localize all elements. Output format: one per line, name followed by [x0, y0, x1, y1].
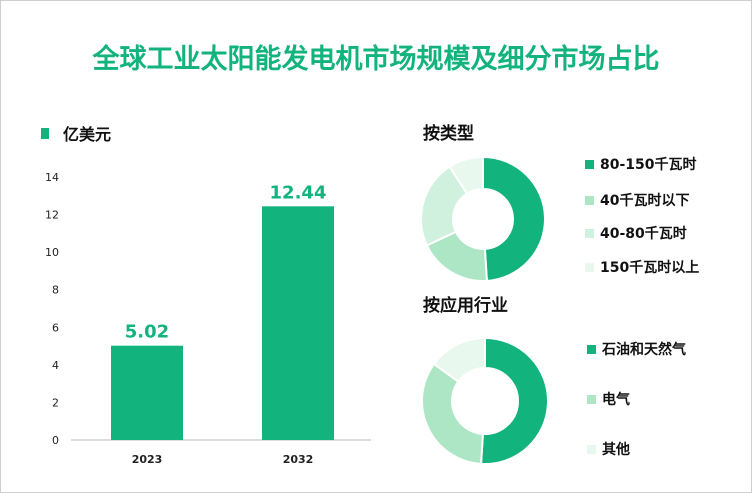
legend-swatch — [587, 394, 596, 404]
legend-swatch — [585, 159, 594, 169]
chart-title: 全球工业太阳能发电机市场规模及细分市场占比 — [92, 44, 660, 75]
legend-label: 亿美元 — [63, 125, 112, 144]
donut-slice — [421, 362, 484, 465]
legend-swatch — [585, 262, 594, 272]
legend-item: 40千瓦时以下 — [585, 190, 689, 210]
bar-2032 — [262, 206, 334, 440]
x-tick-label: 2032 — [283, 453, 314, 466]
donut-title-industry: 按应用行业 — [423, 296, 508, 316]
y-tick-label: 0 — [52, 434, 59, 447]
y-tick-label: 2 — [52, 396, 59, 409]
legend-label: 其他 — [602, 442, 630, 458]
legend-item: 石油和天然气 — [587, 339, 686, 359]
legend-label: 80-150千瓦时 — [600, 157, 697, 173]
donut-slice — [482, 155, 546, 282]
legend-item: 其他 — [587, 439, 630, 459]
bar-value-label: 12.44 — [270, 182, 327, 203]
legend-item: 150千瓦时以上 — [585, 257, 699, 277]
donut-slice — [479, 336, 549, 465]
legend-swatch — [587, 444, 596, 454]
legend-item: 80-150千瓦时 — [585, 154, 697, 174]
legend-item: 40-80千瓦时 — [585, 223, 687, 243]
y-tick-label: 6 — [52, 321, 59, 334]
bar-legend: 亿美元 — [41, 121, 111, 145]
x-tick-label: 2023 — [132, 453, 163, 466]
legend-label: 150千瓦时以上 — [600, 260, 700, 276]
bar-value-label: 5.02 — [125, 322, 169, 343]
donut-title-type: 按类型 — [423, 124, 474, 144]
y-tick-label: 12 — [45, 209, 59, 222]
y-tick-label: 4 — [52, 359, 59, 372]
y-tick-label: 8 — [52, 284, 59, 297]
bar-2023 — [111, 345, 183, 440]
donut-slice — [432, 336, 486, 383]
legend-swatch — [587, 344, 596, 354]
y-tick-label: 10 — [45, 246, 59, 259]
legend-swatch — [585, 195, 594, 205]
y-tick-label: 14 — [45, 171, 59, 184]
legend-item: 电气 — [587, 389, 630, 409]
legend-label: 40-80千瓦时 — [600, 226, 687, 242]
donut-slice — [448, 155, 484, 196]
legend-label: 40千瓦时以下 — [600, 193, 690, 209]
legend-swatch — [585, 228, 594, 238]
legend-label: 石油和天然气 — [602, 342, 686, 358]
legend-label: 电气 — [602, 392, 630, 408]
legend-swatch — [41, 127, 49, 139]
